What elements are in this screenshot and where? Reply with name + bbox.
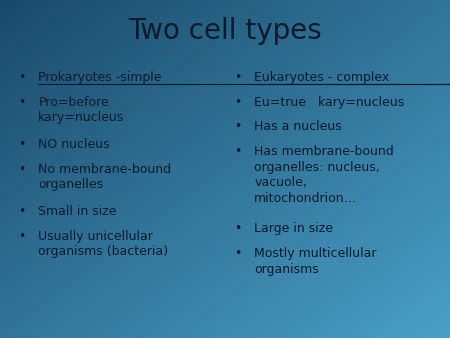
- Text: Large in size: Large in size: [254, 222, 333, 235]
- Text: No membrane-bound
organelles: No membrane-bound organelles: [38, 163, 171, 191]
- Text: Prokaryotes -simple: Prokaryotes -simple: [38, 71, 162, 84]
- Text: •: •: [234, 145, 241, 158]
- Text: Pro=before
kary=nucleus: Pro=before kary=nucleus: [38, 96, 125, 124]
- Text: •: •: [18, 138, 25, 151]
- Text: Has membrane-bound
organelles: nucleus,
vacuole,
mitochondrion…: Has membrane-bound organelles: nucleus, …: [254, 145, 394, 204]
- Text: •: •: [234, 222, 241, 235]
- Text: •: •: [18, 96, 25, 108]
- Text: •: •: [234, 71, 241, 84]
- Text: Has a nucleus: Has a nucleus: [254, 120, 342, 133]
- Text: Eu=true   kary=nucleus: Eu=true kary=nucleus: [254, 96, 405, 108]
- Text: •: •: [234, 247, 241, 260]
- Text: Usually unicellular
organisms (bacteria): Usually unicellular organisms (bacteria): [38, 230, 168, 258]
- Text: Two cell types: Two cell types: [128, 17, 322, 45]
- Text: Eukaryotes - complex: Eukaryotes - complex: [254, 71, 390, 84]
- Text: •: •: [18, 163, 25, 175]
- Text: •: •: [18, 230, 25, 242]
- Text: •: •: [18, 71, 25, 84]
- Text: NO nucleus: NO nucleus: [38, 138, 110, 151]
- Text: •: •: [234, 120, 241, 133]
- Text: Mostly multicellular
organisms: Mostly multicellular organisms: [254, 247, 377, 275]
- Text: •: •: [18, 205, 25, 218]
- Text: •: •: [234, 96, 241, 108]
- Text: Small in size: Small in size: [38, 205, 117, 218]
